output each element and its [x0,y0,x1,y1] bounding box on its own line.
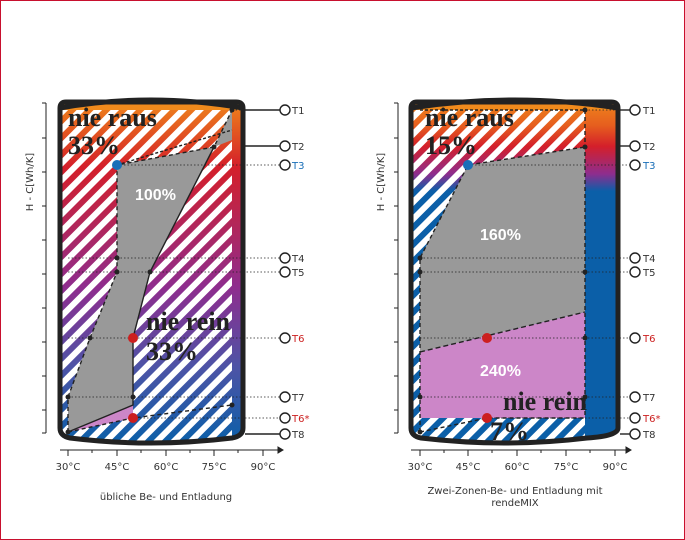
left-main-pct: 100% [135,187,176,204]
right-sensors [620,104,641,440]
svg-text:T2: T2 [642,142,655,153]
right-blue-dot [463,160,473,170]
left-never-out: nie raus [68,103,157,132]
right-y-axis [394,102,399,434]
right-never-out: nie raus [425,103,514,132]
svg-text:75°C: 75°C [554,462,579,473]
svg-text:60°C: 60°C [154,462,179,473]
svg-text:30°C: 30°C [56,462,81,473]
right-grey-region [420,147,585,352]
sensor-label-t4: T4 [291,254,304,265]
sensor-label-t7: T7 [291,393,304,404]
left-x-tick-labels: 30°C 45°C 60°C 75°C 90°C [56,462,276,473]
right-caption-line2: rendeMIX [491,498,538,509]
sensor-label-t1: T1 [291,106,304,117]
right-guide-lines [420,109,633,419]
svg-text:90°C: 90°C [603,462,628,473]
svg-text:T5: T5 [642,268,655,279]
sensor-label-t2: T2 [291,142,304,153]
right-sensor-labels: T1 T2 T3 T4 T5 T6 T7 T6* T8 [642,106,660,441]
svg-text:T6: T6 [642,334,655,345]
svg-text:T8: T8 [642,430,655,441]
sensor-label-t8: T8 [291,430,304,441]
svg-text:T7: T7 [642,393,655,404]
right-never-out-pct: 15% [425,131,477,160]
left-dots [65,107,235,435]
right-red-dot-t6 [482,333,492,343]
svg-text:30°C: 30°C [408,462,433,473]
left-guide-lines [68,109,283,419]
left-never-in: nie rein [146,307,231,336]
right-y-axis-label: H - C[Wh/K] [376,153,387,212]
right-never-in: nie rein [503,387,588,416]
svg-text:90°C: 90°C [251,462,276,473]
left-x-axis [60,446,284,456]
left-never-in-pct: 33% [146,337,198,366]
left-y-axis-label: H - C[Wh/K] [25,153,36,212]
left-red-dot-t6star [128,413,138,423]
svg-text:45°C: 45°C [456,462,481,473]
right-caption-line1: Zwei-Zonen-Be- und Entladung mit [427,486,602,497]
left-sensor-labels: T1 T2 T3 T4 T5 T6 T7 T6* T8 [291,106,309,441]
right-x-tick-labels: 30°C 45°C 60°C 75°C 90°C [408,462,628,473]
svg-text:75°C: 75°C [202,462,227,473]
right-upper-pct: 160% [480,227,521,244]
right-x-axis [411,446,632,456]
svg-text:45°C: 45°C [105,462,130,473]
right-red-dot-t6star [482,413,492,423]
right-pink-region [420,312,585,418]
svg-text:T4: T4 [642,254,655,265]
svg-text:60°C: 60°C [505,462,530,473]
svg-text:T6*: T6* [642,414,660,425]
sensor-label-t6: T6 [291,334,304,345]
left-never-out-pct: 33% [68,131,120,160]
sensor-label-t5: T5 [291,268,304,279]
left-blue-dot [112,160,122,170]
left-caption: übliche Be- und Entladung [100,492,232,503]
right-never-in-pct: 7% [490,417,529,446]
svg-text:T1: T1 [642,106,655,117]
right-dots [417,107,588,435]
right-lower-pct: 240% [480,363,521,380]
svg-text:T3: T3 [642,161,655,172]
right-lines [419,109,586,433]
left-y-axis [42,102,47,434]
sensor-label-t3: T3 [291,161,304,172]
left-red-dot-t6 [128,333,138,343]
left-sensors [245,104,291,440]
sensor-label-t6star: T6* [291,414,309,425]
